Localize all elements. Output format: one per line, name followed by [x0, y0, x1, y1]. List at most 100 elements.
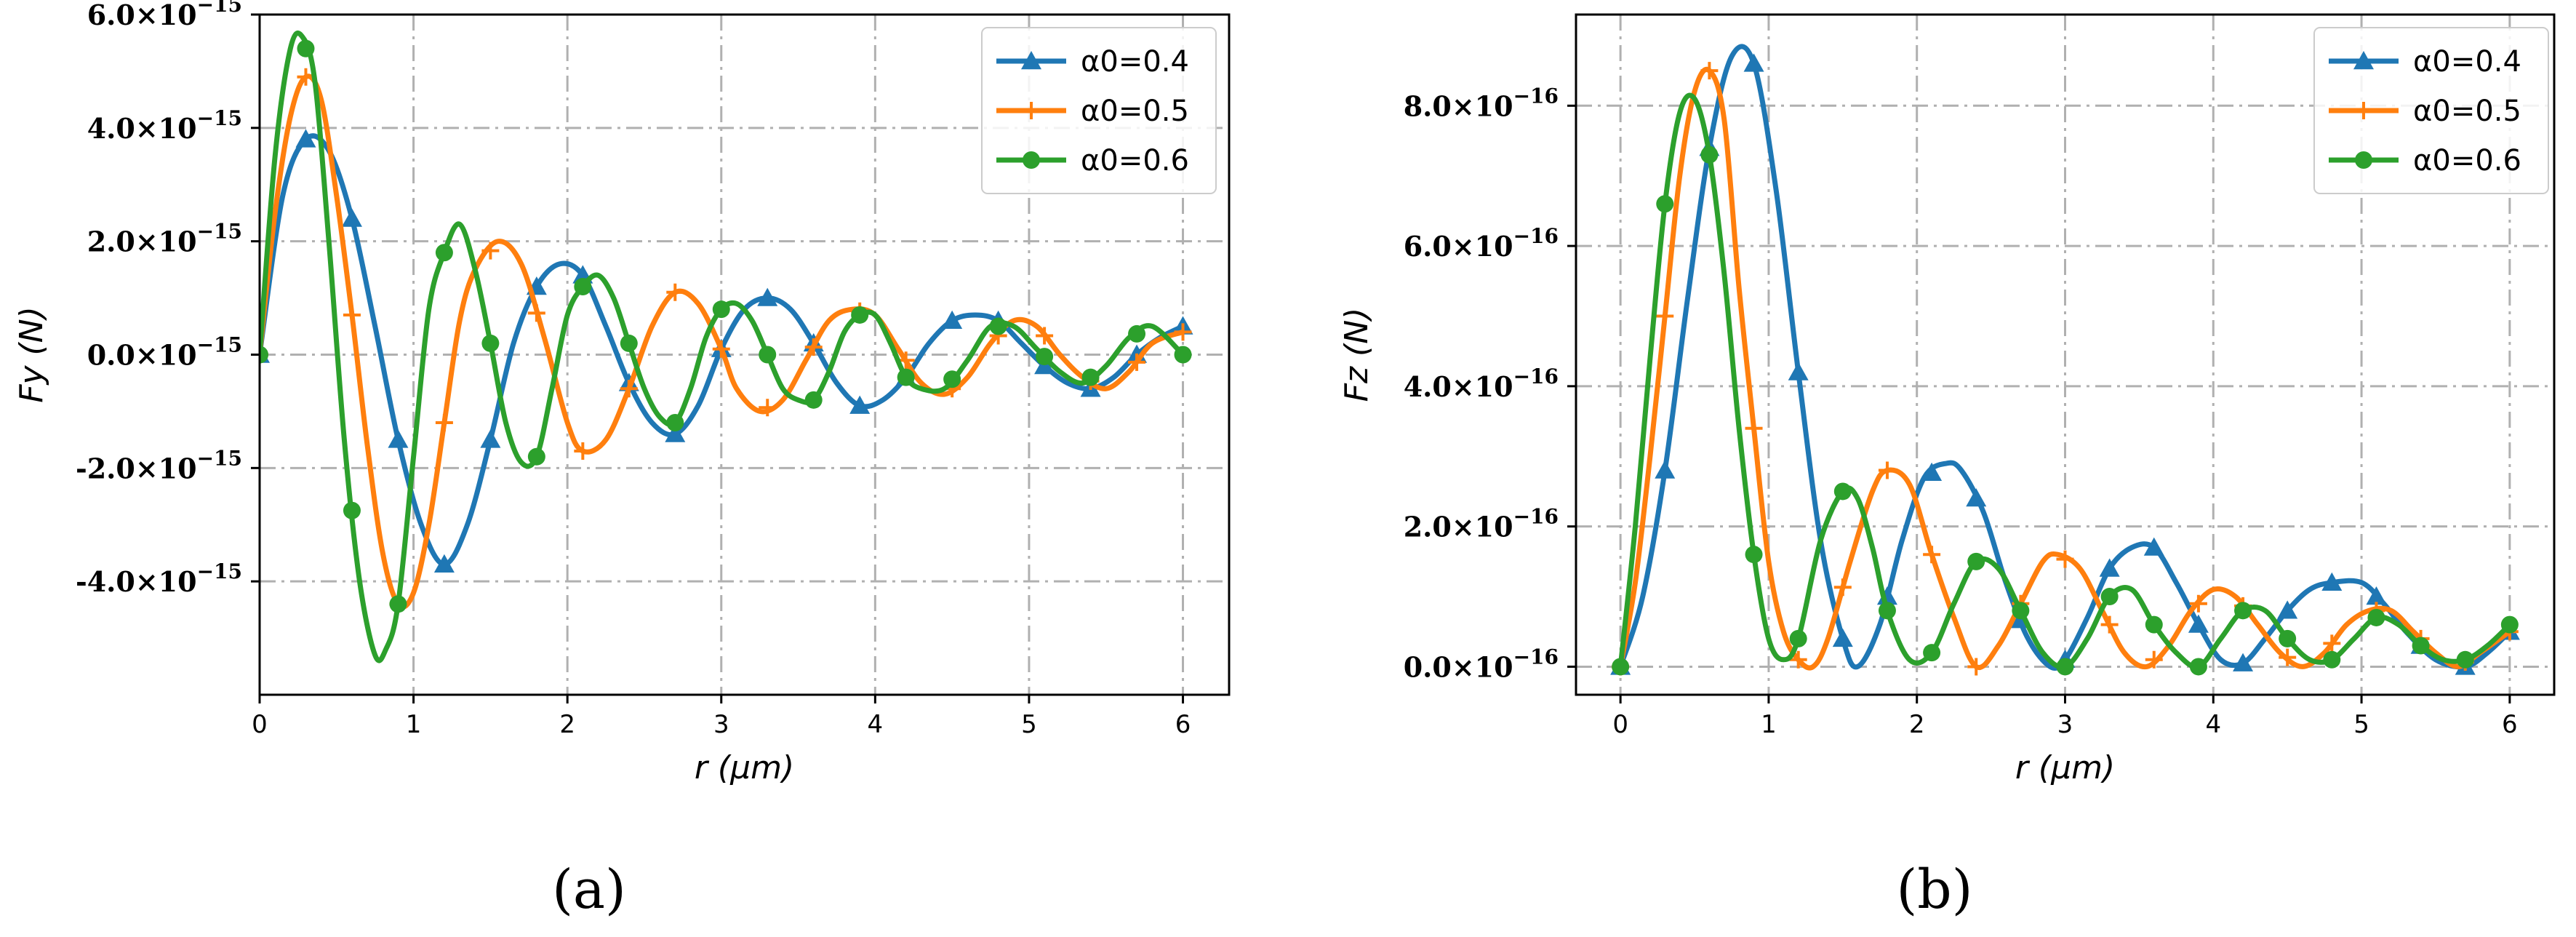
data-point: [2056, 658, 2074, 676]
legend-entry: α0=0.5: [2329, 95, 2521, 128]
data-point: [1878, 602, 1896, 620]
y-axis-label: Fy (N): [13, 306, 50, 403]
legend-marker: [1023, 102, 1040, 119]
data-point: [2100, 588, 2119, 606]
data-point: [897, 368, 915, 386]
y-tick-label: 6.0×10−16: [1404, 224, 1559, 263]
y-tick-label: 8.0×10−16: [1404, 84, 1559, 122]
data-point: [295, 129, 316, 148]
legend-entry: α0=0.4: [2329, 45, 2521, 79]
x-tick-label: 5: [1021, 710, 1037, 739]
data-point: [666, 283, 684, 301]
data-point: [1923, 546, 1941, 564]
data-point: [1745, 546, 1763, 564]
data-point: [343, 501, 361, 519]
y-tick-label: 6.0×10−15: [87, 0, 242, 31]
data-point: [804, 338, 823, 356]
data-point: [2056, 550, 2074, 568]
y-tick-label: 4.0×10−15: [87, 106, 242, 145]
data-point: [574, 442, 592, 460]
data-point: [2367, 608, 2385, 626]
data-point: [2323, 634, 2341, 653]
data-point: [1832, 628, 1853, 647]
data-point: [527, 304, 545, 322]
series-2: [260, 68, 1192, 613]
data-point: [297, 68, 315, 86]
y-tick-label: 0.0×10−16: [1404, 645, 1559, 683]
x-tick-label: 3: [713, 710, 729, 739]
data-point: [712, 300, 730, 319]
data-point: [1967, 658, 1985, 676]
data-point: [1833, 578, 1852, 597]
data-point: [343, 306, 361, 324]
data-point: [1174, 323, 1192, 341]
x-tick-label: 2: [1909, 710, 1925, 739]
y-tick-label: 2.0×10−16: [1404, 505, 1559, 543]
data-point: [2366, 586, 2387, 605]
data-point: [2189, 594, 2207, 613]
legend-marker: [2355, 102, 2372, 119]
legend-label: α0=0.5: [2413, 95, 2521, 128]
y-tick-label: -2.0×10−15: [76, 446, 242, 485]
legend-label: α0=0.4: [1081, 45, 1189, 79]
x-tick-label: 6: [2502, 710, 2518, 739]
data-point: [2012, 602, 2030, 620]
data-point: [712, 340, 730, 358]
data-point: [989, 317, 1007, 335]
x-tick-label: 3: [2057, 710, 2073, 739]
data-point: [2456, 650, 2474, 669]
data-point: [480, 429, 501, 448]
data-point: [435, 414, 453, 431]
y-tick-label: 4.0×10−16: [1404, 364, 1559, 403]
panel-caption: (a): [552, 858, 626, 921]
x-tick-label: 5: [2353, 710, 2369, 739]
x-axis-label: r (μm): [2015, 749, 2115, 786]
data-point: [2100, 615, 2119, 634]
data-point: [2279, 648, 2297, 666]
data-point: [1789, 629, 1807, 647]
panel-caption: (b): [1896, 858, 1972, 921]
data-point: [260, 346, 268, 364]
data-point: [1655, 460, 1676, 479]
data-point: [1788, 362, 1809, 380]
data-point: [574, 278, 592, 295]
data-point: [2323, 650, 2341, 669]
x-tick-label: 0: [252, 710, 268, 739]
y-tick-label: -4.0×10−15: [76, 559, 242, 598]
x-tick-label: 4: [2205, 710, 2221, 739]
data-point: [435, 244, 453, 262]
data-point: [2188, 614, 2209, 633]
x-tick-label: 0: [1612, 710, 1628, 739]
series-line: [260, 31, 1185, 663]
data-point: [2143, 537, 2164, 556]
series-3: [260, 31, 1192, 663]
data-point: [804, 391, 823, 409]
series-line: [260, 73, 1184, 610]
data-point: [1921, 462, 1943, 481]
data-point: [1833, 482, 1852, 501]
x-tick-label: 2: [559, 710, 575, 739]
data-point: [1745, 419, 1763, 437]
data-point: [620, 334, 638, 352]
data-point: [2233, 653, 2254, 671]
y-tick-label: 2.0×10−15: [87, 220, 242, 258]
legend-entry: α0=0.6: [2329, 144, 2521, 178]
data-point: [942, 310, 963, 329]
data-point: [1789, 650, 1807, 669]
data-point: [2500, 615, 2519, 634]
legend-marker: [1023, 151, 1040, 169]
legend-entry: α0=0.6: [996, 144, 1189, 178]
data-point: [943, 370, 961, 388]
data-point: [665, 423, 686, 442]
x-tick-label: 1: [1761, 710, 1777, 739]
data-point: [1036, 348, 1054, 366]
x-tick-label: 1: [406, 710, 422, 739]
panel-a: 0 1 2 3 4 5 6 -4.0×10−15 -2.0×10−15 0.0×10−15 2.0×…: [13, 0, 1231, 921]
data-point: [2277, 600, 2298, 619]
data-point: [1967, 552, 1985, 570]
legend: α0=0.4 α0=0.5 α0=0.6: [2313, 27, 2549, 194]
series-3: [1612, 92, 2519, 676]
data-point: [1656, 195, 1674, 213]
x-tick-label: 6: [1175, 710, 1191, 739]
